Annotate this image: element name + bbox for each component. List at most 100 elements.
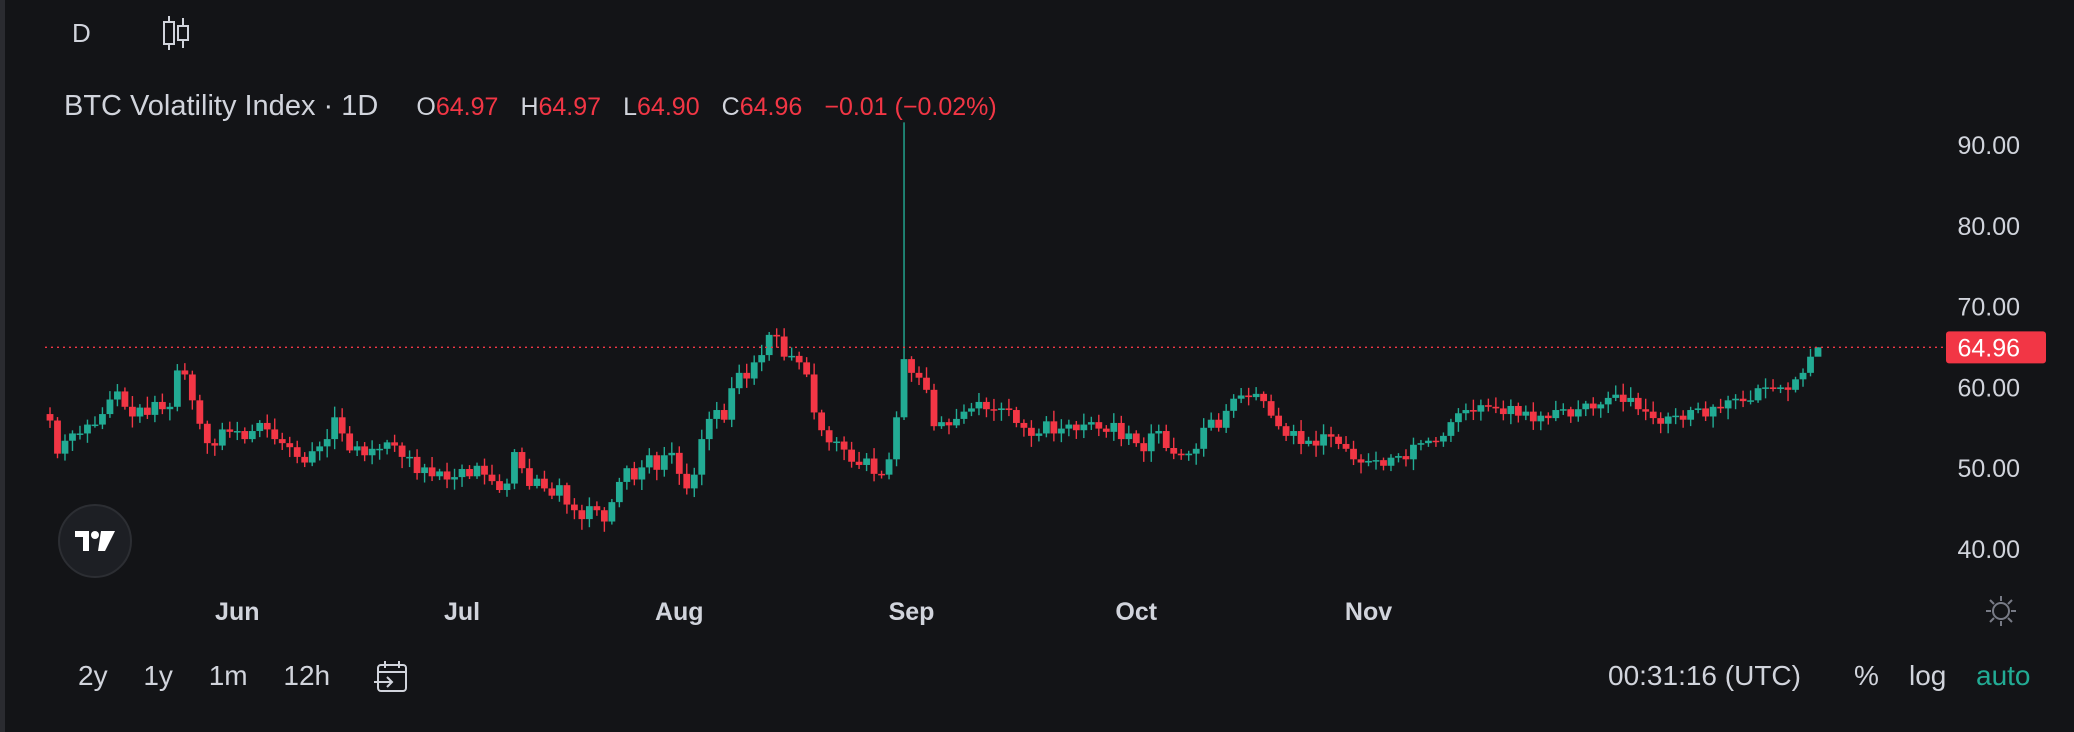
candle-body bbox=[293, 447, 301, 457]
candle-body bbox=[600, 510, 608, 522]
candle bbox=[585, 497, 593, 528]
candle-body bbox=[1687, 410, 1695, 420]
candle bbox=[383, 439, 391, 455]
percent-scale-button[interactable]: % bbox=[1854, 660, 1879, 691]
candle-body bbox=[578, 510, 586, 520]
candle bbox=[1065, 419, 1073, 437]
candle-body bbox=[1402, 456, 1410, 460]
candle bbox=[1642, 398, 1650, 421]
x-tick-label: Oct bbox=[1115, 598, 1157, 626]
candle bbox=[870, 448, 878, 482]
candle bbox=[660, 446, 668, 477]
candle-body bbox=[1282, 426, 1290, 436]
range-2y-button[interactable]: 2y bbox=[78, 660, 108, 691]
candle bbox=[548, 482, 556, 500]
candlestick-icon[interactable] bbox=[160, 14, 192, 52]
settings-gear-icon[interactable] bbox=[1984, 594, 2018, 628]
candle bbox=[1042, 416, 1050, 438]
candle-body bbox=[1447, 422, 1455, 436]
candle-body bbox=[938, 422, 945, 427]
candle bbox=[1132, 430, 1140, 447]
candle bbox=[1260, 391, 1268, 408]
candle bbox=[1657, 412, 1665, 434]
candle bbox=[106, 391, 114, 418]
candle bbox=[1702, 401, 1710, 422]
candle bbox=[1327, 426, 1335, 448]
range-1m-button[interactable]: 1m bbox=[208, 660, 248, 691]
candle bbox=[885, 452, 893, 480]
candle bbox=[61, 434, 69, 461]
candle-body bbox=[166, 406, 174, 410]
candle bbox=[1807, 348, 1814, 377]
candle-body bbox=[1754, 388, 1762, 401]
candle-body bbox=[1177, 453, 1185, 456]
go-to-date-icon[interactable] bbox=[372, 660, 412, 696]
tradingview-logo[interactable] bbox=[58, 504, 132, 578]
range-1y-button[interactable]: 1y bbox=[143, 660, 173, 691]
candle-body bbox=[653, 455, 661, 470]
candle bbox=[136, 404, 144, 423]
close-label: C bbox=[721, 93, 740, 121]
auto-scale-button[interactable]: auto bbox=[1976, 660, 2031, 691]
candle bbox=[915, 366, 923, 386]
candle bbox=[563, 482, 571, 514]
candle-body bbox=[758, 355, 766, 363]
candle-body bbox=[1275, 415, 1283, 427]
candle bbox=[998, 402, 1005, 421]
candle bbox=[481, 458, 488, 485]
y-tick-label: 40.00 bbox=[1957, 536, 2020, 564]
symbol-title[interactable]: BTC Volatility Index · 1D bbox=[64, 90, 379, 122]
candle bbox=[1484, 398, 1492, 412]
candle-body bbox=[1395, 456, 1402, 458]
candle-body bbox=[1574, 409, 1582, 417]
candle-body bbox=[668, 452, 676, 456]
candle-body bbox=[728, 388, 736, 420]
candle-body bbox=[241, 431, 249, 440]
candle bbox=[1117, 415, 1125, 447]
candle-body bbox=[1627, 397, 1635, 402]
candle bbox=[1499, 400, 1507, 421]
candle-body bbox=[818, 412, 826, 431]
candle bbox=[1087, 416, 1095, 430]
candle-body bbox=[1455, 413, 1462, 423]
candle bbox=[143, 396, 151, 419]
candle bbox=[855, 451, 863, 469]
interval-button[interactable]: D bbox=[72, 18, 91, 48]
candle-body bbox=[503, 483, 511, 491]
candle bbox=[908, 356, 915, 382]
candle-body bbox=[863, 458, 870, 465]
candle bbox=[893, 411, 900, 467]
candle-body bbox=[855, 461, 863, 465]
calendar-goto-graphic bbox=[374, 661, 407, 692]
candle-body bbox=[908, 359, 915, 373]
candle bbox=[511, 449, 518, 490]
candle-body bbox=[106, 399, 114, 415]
candle-body bbox=[1589, 403, 1597, 409]
candle bbox=[683, 463, 691, 495]
candle-body bbox=[136, 407, 144, 417]
candle-body bbox=[158, 401, 166, 410]
candle bbox=[1440, 432, 1447, 447]
candle-body bbox=[338, 417, 346, 434]
candle bbox=[196, 394, 204, 430]
candle bbox=[615, 477, 623, 508]
candle bbox=[1627, 387, 1635, 407]
candle-body bbox=[1005, 408, 1013, 411]
candle bbox=[728, 377, 736, 428]
candle-body bbox=[840, 441, 848, 450]
y-tick-label: 80.00 bbox=[1957, 213, 2020, 241]
candle bbox=[1477, 399, 1485, 421]
range-12h-button[interactable]: 12h bbox=[283, 660, 331, 691]
utc-clock[interactable]: 00:31:16 (UTC) bbox=[1608, 660, 1801, 691]
candle bbox=[526, 458, 533, 490]
log-scale-button[interactable]: log bbox=[1909, 660, 1947, 691]
candle bbox=[1455, 408, 1462, 432]
candle bbox=[406, 450, 413, 468]
candle bbox=[263, 414, 271, 438]
candle-body bbox=[533, 478, 541, 486]
low-label: L bbox=[623, 93, 638, 121]
candle-body bbox=[780, 336, 788, 357]
candle-body bbox=[623, 468, 631, 482]
candle-body bbox=[1057, 428, 1065, 434]
